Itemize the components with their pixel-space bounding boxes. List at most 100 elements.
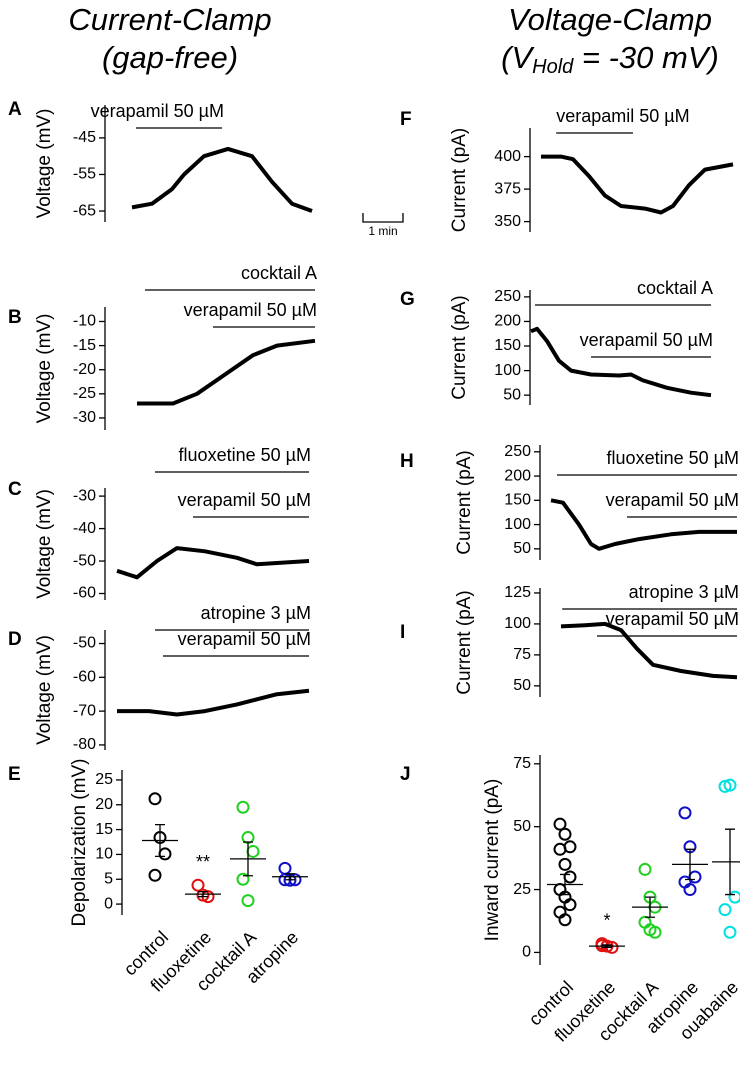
panel-letter: G: [400, 289, 415, 310]
y-tick-label: 200: [504, 467, 531, 484]
data-point: [728, 890, 740, 904]
y-axis-label: Current (pA): [449, 295, 470, 400]
trace: [137, 338, 316, 406]
subtitle-subscript: Hold: [532, 56, 574, 78]
y-axis-label: Current (pA): [449, 128, 470, 233]
drug-label: verapamil 50 µM: [606, 490, 739, 510]
y-tick-label: -70: [73, 702, 96, 719]
panel-letter: B: [8, 307, 22, 328]
y-tick-label: 15: [95, 821, 113, 838]
y-tick-label: 200: [494, 313, 521, 330]
y-tick-label: -50: [73, 635, 96, 652]
sem-bar: [285, 873, 295, 881]
data-point: [191, 878, 205, 892]
y-axis-label: Depolarization (mV): [69, 759, 90, 927]
panel-letter: I: [400, 622, 405, 643]
y-tick-label: -65: [73, 202, 96, 219]
data-point: [246, 844, 260, 858]
scale-bar: [362, 213, 404, 223]
y-tick-label: 100: [504, 615, 531, 632]
y-tick-label: 100: [504, 516, 531, 533]
data-point: [558, 827, 572, 841]
data-point: [158, 847, 172, 861]
data-point: [723, 925, 737, 939]
sem-bar: [645, 896, 655, 918]
y-tick-label: -50: [73, 552, 96, 569]
right-subtitle: (VHold = -30 mV): [501, 40, 719, 78]
sem-bar: [243, 841, 253, 877]
y-tick-label: -25: [73, 385, 96, 402]
drug-label: cocktail A: [241, 263, 317, 283]
y-tick-label: -80: [73, 736, 96, 753]
left-subtitle: (gap-free): [102, 40, 238, 75]
trace: [541, 154, 734, 215]
drug-label: verapamil 50 µM: [178, 629, 311, 649]
y-tick-label: 125: [504, 584, 531, 601]
y-tick-label: 0: [104, 895, 113, 912]
trace: [560, 621, 738, 680]
left-title: Current-Clamp: [68, 2, 271, 37]
drug-label: fluoxetine 50 µM: [179, 445, 311, 465]
subtitle-part: = -30 mV): [573, 40, 719, 75]
scale-bar-label: 1 min: [368, 224, 397, 238]
y-tick-label: 250: [494, 288, 521, 305]
y-tick-label: 75: [513, 755, 531, 772]
y-tick-label: -45: [73, 129, 96, 146]
data-point: [241, 894, 255, 908]
data-point: [718, 779, 732, 793]
y-tick-label: 400: [494, 148, 521, 165]
y-tick-label: 150: [504, 492, 531, 509]
panel-letter: E: [8, 764, 21, 785]
significance-mark: **: [196, 852, 210, 872]
drug-label: cocktail A: [637, 278, 713, 298]
y-axis-label: Voltage (mV): [34, 314, 55, 424]
data-point: [563, 870, 577, 884]
y-axis-label: Voltage (mV): [34, 635, 55, 745]
drug-label: verapamil 50 µM: [606, 609, 739, 629]
trace: [550, 498, 737, 551]
data-point: [278, 861, 292, 875]
data-point: [723, 778, 737, 792]
y-tick-label: 375: [494, 180, 521, 197]
sem-bar: [725, 828, 735, 896]
y-tick-label: 50: [513, 677, 531, 694]
data-point: [638, 862, 652, 876]
drug-label: atropine 3 µM: [629, 582, 739, 602]
y-tick-label: 25: [95, 771, 113, 788]
y-tick-label: 25: [513, 881, 531, 898]
subtitle-part: (V: [501, 40, 535, 75]
sem-bar: [155, 823, 165, 858]
y-tick-label: 10: [95, 846, 113, 863]
panel-letter: C: [8, 479, 22, 500]
y-tick-label: -60: [73, 585, 96, 602]
drug-label: verapamil 50 µM: [580, 330, 713, 350]
y-tick-label: 150: [494, 337, 521, 354]
panel-letter: J: [400, 764, 411, 785]
y-tick-label: 350: [494, 213, 521, 230]
drug-label: verapamil 50 µM: [91, 101, 224, 121]
trace: [117, 688, 310, 717]
panel-letter: D: [8, 629, 22, 650]
y-axis-label: Current (pA): [454, 450, 475, 555]
panel-letter: H: [400, 451, 414, 472]
sem-bar: [602, 944, 612, 949]
data-point: [236, 800, 250, 814]
data-point: [648, 925, 662, 939]
y-tick-label: -40: [73, 520, 96, 537]
y-axis-label: Inward current (pA): [482, 779, 503, 942]
data-point: [553, 842, 567, 856]
y-tick-label: -10: [73, 313, 96, 330]
data-point: [558, 857, 572, 871]
data-point: [683, 883, 697, 897]
drug-label: verapamil 50 µM: [184, 300, 317, 320]
y-tick-label: 0: [522, 944, 531, 961]
drug-label: verapamil 50 µM: [556, 106, 689, 126]
y-tick-label: 20: [95, 796, 113, 813]
sem-bar: [198, 891, 208, 898]
y-tick-label: -55: [73, 166, 96, 183]
y-tick-label: -60: [73, 669, 96, 686]
data-point: [148, 792, 162, 806]
y-axis-label: Current (pA): [454, 590, 475, 695]
drug-label: atropine 3 µM: [201, 603, 311, 623]
data-point: [553, 817, 567, 831]
